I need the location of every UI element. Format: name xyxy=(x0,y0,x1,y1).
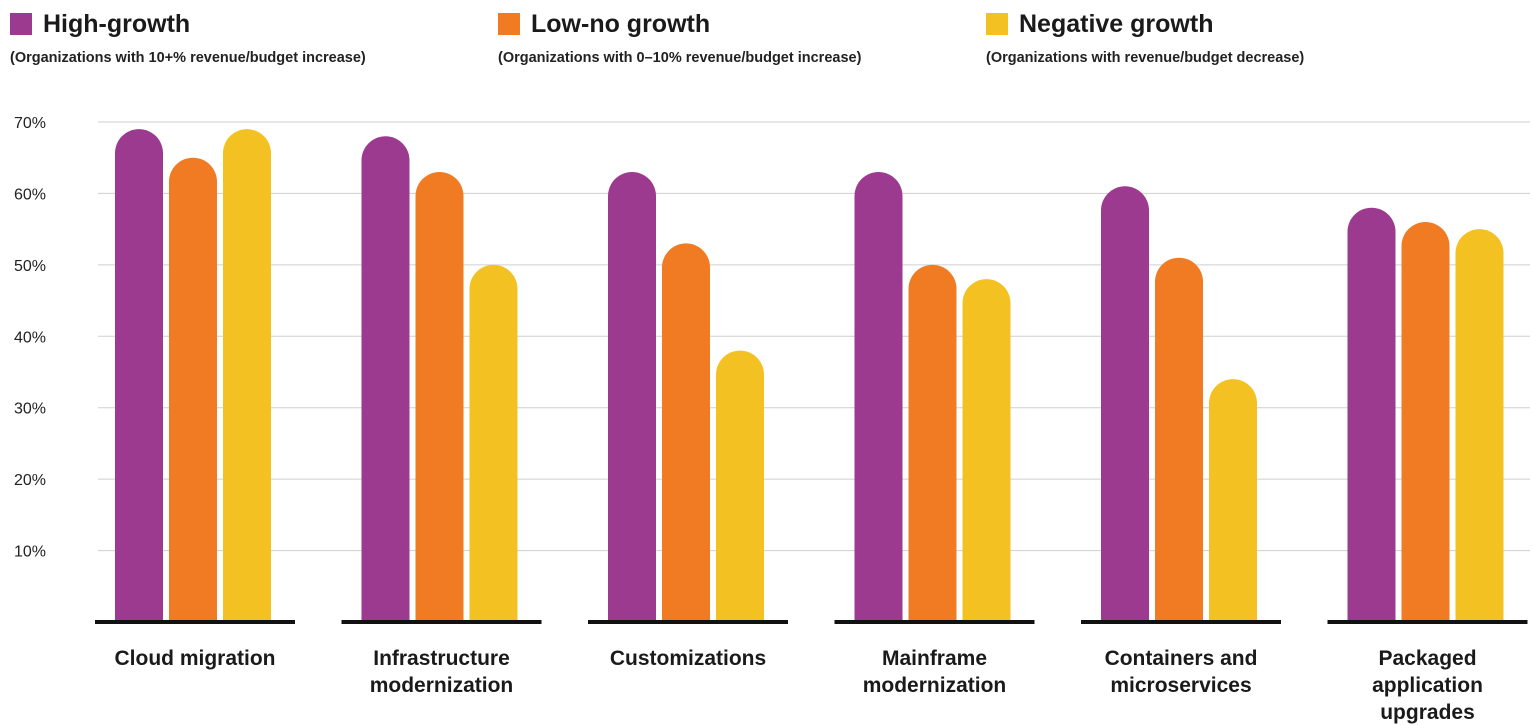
bar-packaged-application-upgrades-negative-growth xyxy=(1455,229,1504,622)
category-label-packaged-application-upgrades-line-3: upgrades xyxy=(1380,701,1475,724)
y-tick-label-40: 40% xyxy=(14,329,46,346)
bar-containers-and-microservices-low-no-growth xyxy=(1155,257,1203,622)
bar-infrastructure-modernization-high-growth xyxy=(361,136,410,623)
legend-note-negative-growth: (Organizations with revenue/budget decre… xyxy=(986,50,1305,66)
category-label-containers-and-microservices-line-1: Containers and xyxy=(1105,647,1258,670)
category-label-cloud-migration: Cloud migration xyxy=(115,647,276,670)
chart-legend: High-growth (Organizations with 10+% rev… xyxy=(0,0,1533,80)
legend-note-high-growth: (Organizations with 10+% revenue/budget … xyxy=(10,50,366,66)
category-label-customizations: Customizations xyxy=(610,647,766,670)
category-label-packaged-application-upgrades-line-1: Packaged xyxy=(1378,647,1476,670)
y-tick-label-70: 70% xyxy=(14,115,46,132)
y-tick-label-50: 50% xyxy=(14,258,46,275)
category-label-packaged-application-upgrades-line-2: application xyxy=(1372,674,1483,697)
bar-containers-and-microservices-negative-growth xyxy=(1209,379,1257,622)
y-tick-label-60: 60% xyxy=(14,186,46,203)
y-tick-label-20: 20% xyxy=(14,472,46,489)
legend-item-low-no-growth: Low-no growth (Organizations with 0–10% … xyxy=(498,6,861,66)
bar-mainframe-modernization-high-growth xyxy=(854,172,903,622)
legend-label-low-no-growth: Low-no growth xyxy=(531,9,711,38)
bar-mainframe-modernization-low-no-growth xyxy=(908,264,957,622)
legend-swatch-negative-growth xyxy=(986,13,1008,35)
bar-infrastructure-modernization-negative-growth xyxy=(469,264,518,622)
legend-label-negative-growth: Negative growth xyxy=(1019,9,1214,38)
bar-customizations-negative-growth xyxy=(716,350,764,622)
category-label-infrastructure-modernization-line-2: modernization xyxy=(370,674,514,697)
bar-mainframe-modernization-negative-growth xyxy=(962,279,1011,622)
legend-item-high-growth: High-growth (Organizations with 10+% rev… xyxy=(10,6,366,66)
bar-cloud-migration-high-growth xyxy=(115,129,163,622)
category-label-infrastructure-modernization-line-1: Infrastructure xyxy=(373,647,510,670)
bar-containers-and-microservices-high-growth xyxy=(1101,186,1149,622)
bar-infrastructure-modernization-low-no-growth xyxy=(415,172,464,622)
category-label-mainframe-modernization-line-2: modernization xyxy=(863,674,1007,697)
bar-customizations-high-growth xyxy=(608,172,656,622)
category-label-containers-and-microservices-line-2: microservices xyxy=(1110,674,1251,697)
legend-item-negative-growth: Negative growth (Organizations with reve… xyxy=(986,6,1304,66)
legend-swatch-low-no-growth xyxy=(498,13,520,35)
bar-cloud-migration-negative-growth xyxy=(223,129,271,622)
legend-note-low-no-growth: (Organizations with 0–10% revenue/budget… xyxy=(498,50,862,66)
y-tick-label-30: 30% xyxy=(14,401,46,418)
bar-packaged-application-upgrades-high-growth xyxy=(1347,207,1396,622)
bar-customizations-low-no-growth xyxy=(662,243,710,622)
bar-packaged-application-upgrades-low-no-growth xyxy=(1401,222,1450,622)
legend-swatch-high-growth xyxy=(10,13,32,35)
category-label-mainframe-modernization-line-1: Mainframe xyxy=(882,647,987,670)
legend-label-high-growth: High-growth xyxy=(43,9,191,38)
bar-cloud-migration-low-no-growth xyxy=(169,157,217,622)
y-tick-label-10: 10% xyxy=(14,544,46,561)
